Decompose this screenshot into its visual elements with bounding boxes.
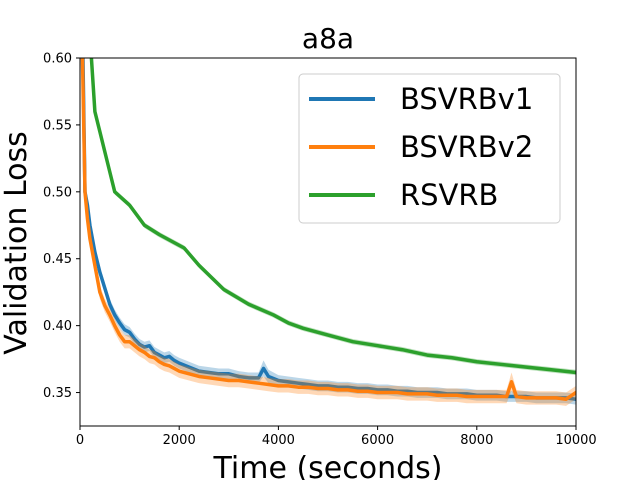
x-tick-label: 6000	[361, 433, 394, 448]
series-line-bsvrbv1	[81, 58, 576, 402]
y-tick-label: 0.55	[43, 118, 72, 133]
chart-title: a8a	[302, 22, 354, 55]
x-tick-label: 2000	[163, 433, 196, 448]
x-tick-label: 0	[76, 433, 84, 448]
legend-label-bsvrbv1: BSVRBv1	[400, 82, 533, 116]
y-tick-label: 0.50	[43, 185, 72, 200]
series-line-bsvrbv2	[80, 58, 576, 401]
x-axis-label: Time (seconds)	[213, 451, 443, 480]
series-line-rsvrb	[89, 58, 576, 375]
plot-area	[80, 58, 576, 406]
y-tick-label: 0.45	[43, 252, 72, 267]
legend-label-rsvrb: RSVRB	[400, 178, 498, 212]
legend-frame	[298, 73, 561, 224]
x-tick-label: 4000	[262, 433, 295, 448]
x-tick-label: 10000	[555, 433, 596, 448]
y-axis-label: Validation Loss	[0, 131, 34, 354]
legend: BSVRBv1 BSVRBv2 RSVRB	[298, 73, 561, 224]
legend-label-bsvrbv2: BSVRBv2	[400, 130, 533, 164]
y-axis: 0.35 0.40 0.45 0.50 0.55 0.60	[43, 52, 80, 401]
plot-frame	[79, 57, 577, 427]
y-tick-label: 0.40	[43, 319, 72, 334]
y-tick-label: 0.35	[43, 386, 72, 401]
x-tick-label: 8000	[460, 433, 493, 448]
x-axis: 0 2000 4000 6000 8000 10000	[76, 426, 597, 448]
y-tick-label: 0.60	[43, 52, 72, 67]
